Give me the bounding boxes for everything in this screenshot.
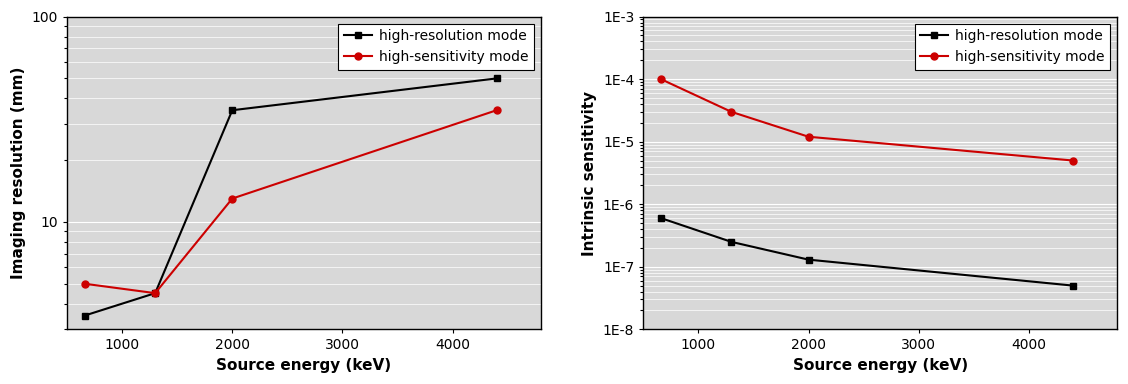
Legend: high-resolution mode, high-sensitivity mode: high-resolution mode, high-sensitivity m…: [338, 23, 534, 70]
high-resolution mode: [78, 313, 91, 318]
Line: high-resolution mode: high-resolution mode: [658, 215, 1076, 289]
X-axis label: Source energy (keV): Source energy (keV): [793, 358, 968, 373]
high-sensitivity mode: [802, 134, 816, 139]
high-resolution mode: [724, 240, 738, 244]
high-resolution mode: [226, 108, 239, 113]
high-resolution mode: [654, 216, 668, 220]
Line: high-sensitivity mode: high-sensitivity mode: [658, 76, 1076, 164]
high-sensitivity mode: [149, 291, 162, 295]
Y-axis label: Imaging resolution (mm): Imaging resolution (mm): [11, 67, 26, 279]
high-resolution mode: [1066, 283, 1079, 288]
high-resolution mode: [802, 257, 816, 262]
high-resolution mode: [149, 291, 162, 295]
Line: high-sensitivity mode: high-sensitivity mode: [81, 107, 500, 296]
Legend: high-resolution mode, high-sensitivity mode: high-resolution mode, high-sensitivity m…: [915, 23, 1110, 70]
high-sensitivity mode: [724, 109, 738, 114]
Line: high-resolution mode: high-resolution mode: [81, 75, 500, 319]
Y-axis label: Intrinsic sensitivity: Intrinsic sensitivity: [582, 90, 598, 255]
high-sensitivity mode: [1066, 158, 1079, 163]
high-sensitivity mode: [78, 281, 91, 286]
high-resolution mode: [490, 76, 503, 81]
high-sensitivity mode: [226, 196, 239, 201]
high-sensitivity mode: [490, 108, 503, 113]
X-axis label: Source energy (keV): Source energy (keV): [217, 358, 391, 373]
high-sensitivity mode: [654, 77, 668, 81]
